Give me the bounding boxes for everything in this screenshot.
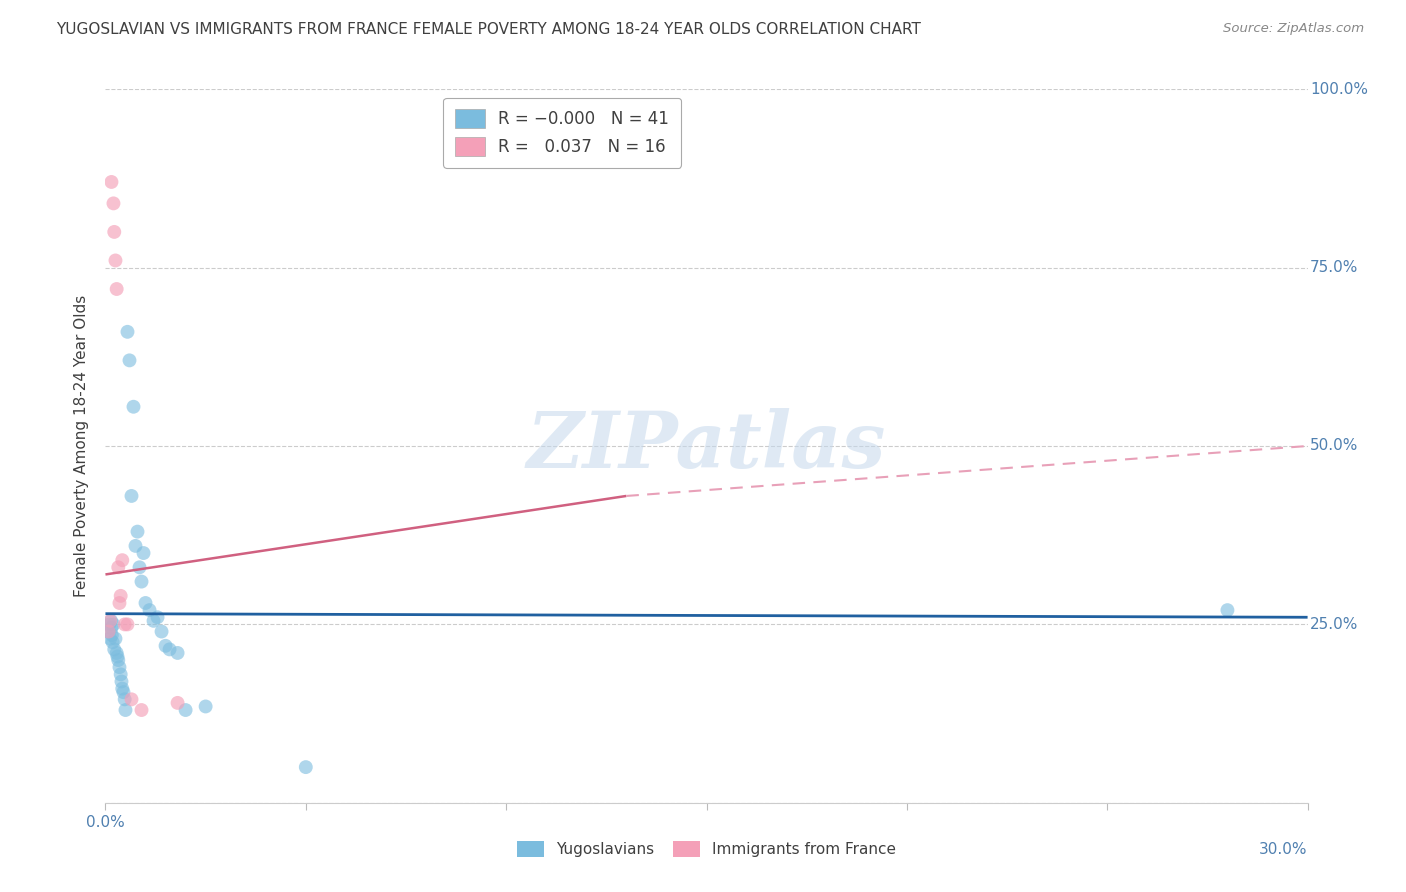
Point	[114, 692, 136, 706]
Legend: Yugoslavians, Immigrants from France: Yugoslavians, Immigrants from France	[510, 835, 903, 863]
Point	[110, 589, 132, 603]
Point	[121, 489, 143, 503]
Y-axis label: Female Poverty Among 18-24 Year Olds: Female Poverty Among 18-24 Year Olds	[75, 295, 90, 597]
Point	[103, 196, 125, 211]
Point	[117, 325, 139, 339]
Point	[100, 621, 122, 635]
Point	[97, 624, 120, 639]
Text: Source: ZipAtlas.com: Source: ZipAtlas.com	[1223, 22, 1364, 36]
Point	[124, 539, 146, 553]
Text: YUGOSLAVIAN VS IMMIGRANTS FROM FRANCE FEMALE POVERTY AMONG 18-24 YEAR OLDS CORRE: YUGOSLAVIAN VS IMMIGRANTS FROM FRANCE FE…	[56, 22, 921, 37]
Point	[138, 603, 160, 617]
Point	[110, 667, 132, 681]
Point	[107, 653, 129, 667]
Text: 75.0%: 75.0%	[1310, 260, 1358, 275]
Point	[146, 610, 169, 624]
Point	[150, 624, 173, 639]
Text: 25.0%: 25.0%	[1310, 617, 1358, 632]
Point	[98, 614, 121, 628]
Point	[295, 760, 318, 774]
Text: 100.0%: 100.0%	[1310, 82, 1368, 96]
Point	[105, 646, 128, 660]
Point	[111, 553, 134, 567]
Point	[194, 699, 217, 714]
Text: 50.0%: 50.0%	[1310, 439, 1358, 453]
Point	[101, 628, 124, 642]
Point	[114, 617, 136, 632]
Point	[98, 632, 121, 646]
Point	[135, 596, 157, 610]
Point	[127, 524, 149, 539]
Text: 30.0%: 30.0%	[1260, 842, 1308, 857]
Point	[107, 560, 129, 574]
Point	[98, 617, 121, 632]
Point	[118, 353, 141, 368]
Point	[174, 703, 197, 717]
Point	[97, 624, 120, 639]
Point	[132, 546, 155, 560]
Point	[103, 225, 125, 239]
Point	[107, 649, 129, 664]
Point	[103, 617, 125, 632]
Point	[128, 560, 150, 574]
Point	[117, 617, 139, 632]
Point	[103, 642, 125, 657]
Point	[110, 674, 132, 689]
Point	[104, 632, 127, 646]
Point	[142, 614, 165, 628]
Point	[1216, 603, 1239, 617]
Point	[155, 639, 177, 653]
Point	[114, 703, 136, 717]
Point	[121, 692, 143, 706]
Point	[108, 596, 131, 610]
Point	[108, 660, 131, 674]
Point	[112, 685, 135, 699]
Point	[100, 175, 122, 189]
Point	[104, 253, 127, 268]
Point	[131, 703, 153, 717]
Point	[159, 642, 181, 657]
Point	[122, 400, 145, 414]
Point	[166, 646, 188, 660]
Point	[105, 282, 128, 296]
Point	[100, 614, 122, 628]
Point	[111, 681, 134, 696]
Point	[131, 574, 153, 589]
Point	[101, 635, 124, 649]
Text: ZIPatlas: ZIPatlas	[527, 408, 886, 484]
Point	[166, 696, 188, 710]
